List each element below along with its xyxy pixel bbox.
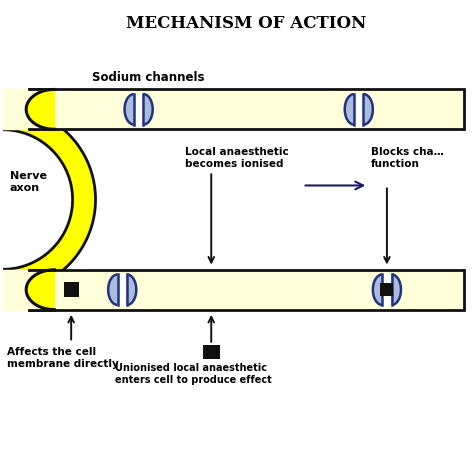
- Polygon shape: [364, 94, 373, 125]
- Polygon shape: [392, 274, 401, 305]
- Bar: [380, 283, 393, 296]
- Polygon shape: [3, 107, 96, 292]
- Text: Unionised local anaesthetic
enters cell to produce effect: Unionised local anaesthetic enters cell …: [115, 364, 272, 385]
- Polygon shape: [143, 94, 153, 125]
- Polygon shape: [26, 90, 55, 129]
- Bar: [203, 345, 219, 359]
- FancyBboxPatch shape: [28, 90, 464, 129]
- FancyBboxPatch shape: [28, 270, 464, 310]
- Text: Blocks cha…
function: Blocks cha… function: [371, 147, 443, 169]
- Text: MECHANISM OF ACTION: MECHANISM OF ACTION: [126, 15, 366, 32]
- Polygon shape: [373, 274, 382, 305]
- Polygon shape: [26, 270, 55, 310]
- Polygon shape: [345, 94, 354, 125]
- Text: Nerve
axon: Nerve axon: [10, 172, 47, 193]
- Text: Affects the cell
membrane directly: Affects the cell membrane directly: [8, 347, 119, 369]
- Bar: [64, 282, 79, 297]
- Text: Sodium channels: Sodium channels: [92, 71, 204, 84]
- Polygon shape: [127, 274, 137, 305]
- Polygon shape: [108, 274, 118, 305]
- Polygon shape: [125, 94, 134, 125]
- Text: Local anaesthetic
becomes ionised: Local anaesthetic becomes ionised: [185, 147, 289, 169]
